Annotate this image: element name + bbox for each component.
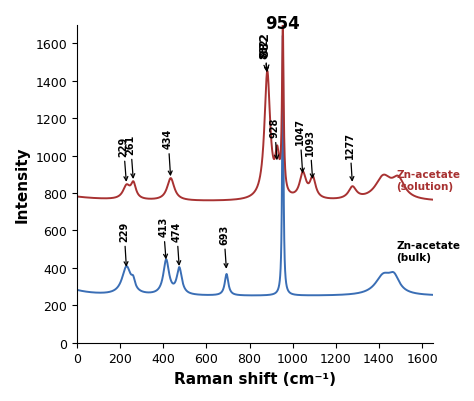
Text: 474: 474 [172, 221, 182, 265]
Text: Zn-acetate
(solution): Zn-acetate (solution) [396, 170, 460, 191]
Text: 229: 229 [118, 136, 128, 181]
Text: Zn-acetate
(bulk): Zn-acetate (bulk) [396, 241, 460, 262]
Text: 954: 954 [265, 15, 300, 33]
Text: 693: 693 [219, 224, 229, 268]
X-axis label: Raman shift (cm⁻¹): Raman shift (cm⁻¹) [174, 371, 336, 386]
Text: 1093: 1093 [305, 128, 315, 178]
Y-axis label: Intensity: Intensity [15, 146, 30, 223]
Text: 1047: 1047 [295, 118, 305, 173]
Text: 882: 882 [259, 39, 270, 72]
Text: 229: 229 [119, 221, 129, 266]
Text: 434: 434 [163, 129, 173, 176]
Text: 261: 261 [126, 134, 136, 178]
Text: 928: 928 [270, 117, 280, 160]
Text: 882: 882 [258, 32, 271, 71]
Text: 1277: 1277 [345, 131, 355, 181]
Text: 413: 413 [158, 216, 168, 259]
